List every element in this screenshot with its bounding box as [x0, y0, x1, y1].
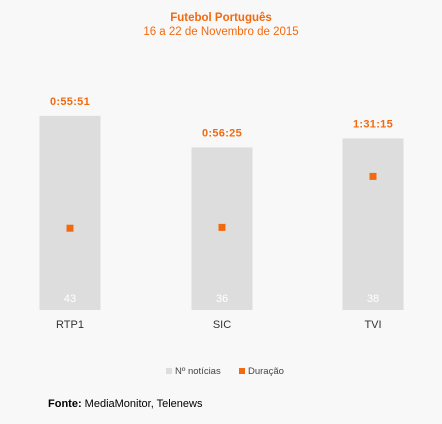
legend-swatch-noticias	[166, 368, 172, 374]
category-label-sic: SIC	[213, 319, 231, 331]
source-note: Fonte: MediaMonitor, Telenews	[48, 398, 202, 410]
chart-subtitle: 16 a 22 de Novembro de 2015	[143, 26, 298, 38]
duration-label-rtp1: 0:55:51	[50, 96, 90, 108]
legend-label-noticias: Nº notícias	[175, 366, 221, 377]
category-label-rtp1: RTP1	[56, 319, 84, 331]
bar-value-label-rtp1: 43	[64, 293, 76, 305]
duration-label-sic: 0:56:25	[202, 127, 242, 139]
source-label: Fonte:	[48, 398, 82, 410]
bar-value-label-tvi: 38	[367, 293, 379, 305]
plot-area: 43 0:55:51 RTP1 36 0:56:25 SIC 38 1:31:15 TVI	[39, 96, 404, 331]
duration-marker-sic	[218, 223, 226, 231]
legend-label-duracao: Duração	[248, 366, 284, 377]
duration-marker-tvi	[369, 172, 377, 180]
chart-title: Futebol Português	[170, 12, 272, 24]
category-label-tvi: TVI	[364, 319, 381, 331]
legend-swatch-duracao	[239, 368, 245, 374]
legend: Nº notícias Duração	[166, 366, 284, 377]
bar-value-label-sic: 36	[216, 293, 228, 305]
duration-marker-rtp1	[66, 224, 74, 232]
bar-tvi	[342, 138, 404, 310]
bar-rtp1	[39, 115, 101, 310]
source-text: MediaMonitor, Telenews	[81, 398, 203, 410]
duration-label-tvi: 1:31:15	[353, 118, 393, 130]
